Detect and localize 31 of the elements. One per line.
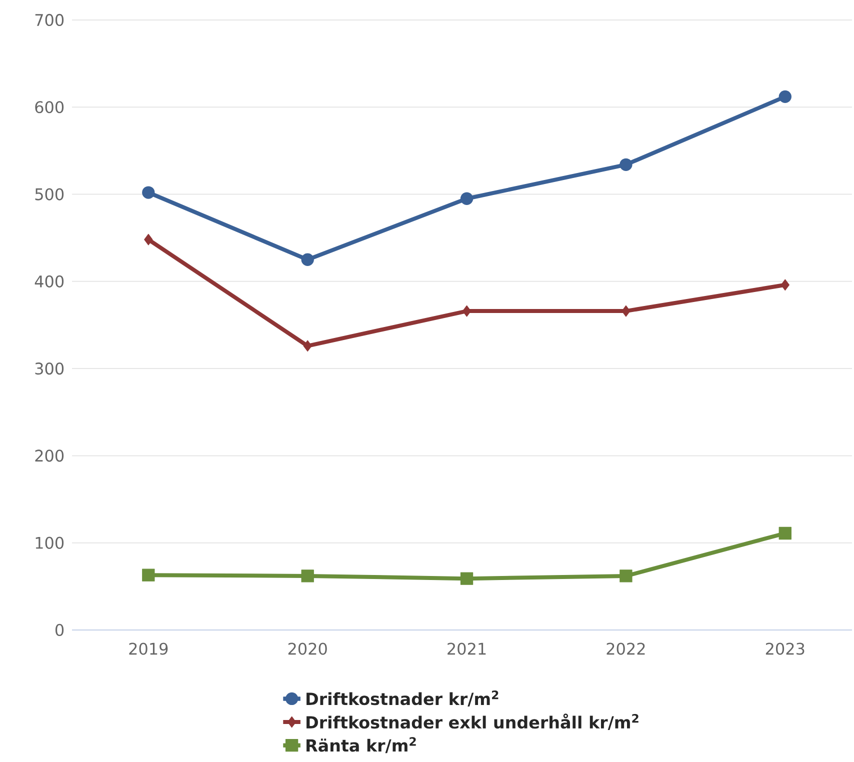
point bbox=[462, 305, 472, 317]
point bbox=[142, 186, 155, 199]
y-tick-label: 300 bbox=[35, 362, 64, 375]
legend-label: Ränta kr/m$^{2}$ bbox=[306, 737, 416, 754]
point bbox=[620, 570, 632, 582]
point bbox=[144, 234, 153, 246]
point bbox=[778, 90, 792, 104]
y-tick-label: 700 bbox=[35, 14, 64, 26]
point bbox=[620, 158, 632, 171]
y-tick-label: 400 bbox=[34, 275, 64, 288]
y-tick-label: 500 bbox=[35, 188, 64, 200]
point bbox=[142, 568, 155, 582]
x-tick-label: 2020 bbox=[288, 642, 327, 655]
y-tick-label: 600 bbox=[35, 101, 64, 114]
point bbox=[301, 253, 314, 266]
point bbox=[301, 570, 314, 582]
x-tick-label: 2022 bbox=[606, 642, 645, 655]
point bbox=[303, 340, 312, 352]
y-tick-label: 100 bbox=[36, 536, 64, 549]
y-tick-label: 200 bbox=[35, 450, 64, 462]
point bbox=[778, 526, 792, 540]
x-tick-label: 2019 bbox=[129, 642, 168, 655]
point bbox=[460, 572, 474, 585]
x-tick-label: 2023 bbox=[766, 642, 804, 655]
point bbox=[622, 305, 630, 317]
x-tick-label: 2021 bbox=[448, 642, 486, 655]
y-tick-label: 0 bbox=[55, 624, 64, 636]
legend-label: Driftkostnader exkl underhåll kr/m$^{2}$ bbox=[306, 714, 638, 730]
point bbox=[780, 279, 790, 291]
point bbox=[460, 192, 474, 205]
legend-label: Driftkostnader kr/m$^{2}$ bbox=[306, 690, 498, 706]
